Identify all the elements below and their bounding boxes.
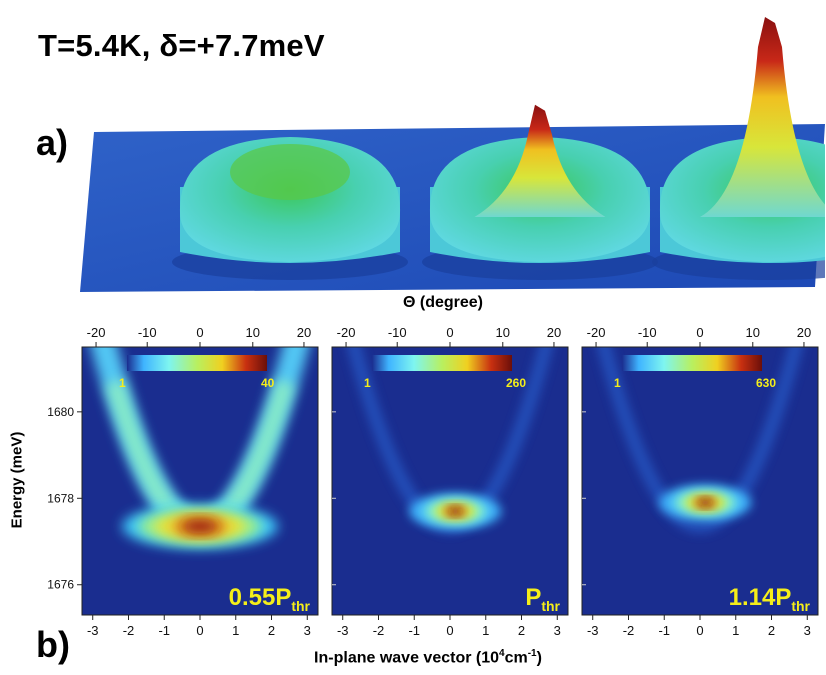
x-tick-label: 2 <box>768 623 775 638</box>
x-tick-label: 3 <box>804 623 811 638</box>
x-tick-label: 2 <box>268 623 275 638</box>
colorbar-min-label: 1 <box>364 376 371 390</box>
colorbar-min-label: 1 <box>614 376 621 390</box>
peak-blob-layer <box>698 498 713 507</box>
power-label: 1.14Pthr <box>729 584 811 614</box>
x-tick-label: -1 <box>658 623 670 638</box>
x-axis-title-end: ) <box>536 649 542 667</box>
figure-title: T=5.4K, δ=+7.7meV <box>38 28 325 63</box>
colorbar <box>372 355 512 371</box>
top-tick-label: 10 <box>246 325 260 340</box>
colorbar-min-label: 1 <box>119 376 126 390</box>
x-tick-label: 2 <box>518 623 525 638</box>
x-axis-title-mid: cm <box>504 649 528 667</box>
y-tick-label: 1676 <box>47 578 74 592</box>
colorbar-max-label: 260 <box>506 376 526 390</box>
top-tick-label: -10 <box>388 325 407 340</box>
x-axis-title: In-plane wave vector (104cm-1) <box>0 648 826 667</box>
x-tick-label: -3 <box>87 623 99 638</box>
surface-plots-strip <box>80 17 825 292</box>
power-label-sub: thr <box>791 598 810 614</box>
colorbar-max-label: 40 <box>261 376 275 390</box>
y-tick-label: 1680 <box>47 405 74 419</box>
colorbar <box>127 355 267 371</box>
x-tick-label: 0 <box>446 623 453 638</box>
dispersion-band <box>597 347 803 534</box>
colorbar-max-label: 630 <box>756 376 776 390</box>
x-tick-label: 1 <box>482 623 489 638</box>
peak-blob-layer <box>448 507 463 516</box>
top-tick-label: 20 <box>797 325 811 340</box>
x-tick-label: 3 <box>554 623 561 638</box>
surface-group <box>172 17 825 280</box>
x-tick-label: -3 <box>337 623 349 638</box>
top-tick-label: 0 <box>446 325 453 340</box>
surface-peak <box>474 104 606 217</box>
x-tick-label: -2 <box>123 623 135 638</box>
x-axis-title-sup2: -1 <box>527 648 537 659</box>
panel-label-b: b) <box>36 624 70 665</box>
top-tick-label: 20 <box>297 325 311 340</box>
power-label: Pthr <box>525 584 560 614</box>
top-tick-label: 10 <box>746 325 760 340</box>
surface-a-middle <box>422 104 658 280</box>
x-tick-label: 0 <box>196 623 203 638</box>
peak-blob-layer <box>182 519 218 534</box>
surface-a-right <box>652 17 825 280</box>
x-tick-label: -1 <box>158 623 170 638</box>
top-tick-label: 20 <box>547 325 561 340</box>
power-label-main: P <box>525 584 541 611</box>
power-label: 0.55Pthr <box>229 584 311 614</box>
colorbar <box>622 355 762 371</box>
power-label-main: 0.55P <box>229 584 292 611</box>
y-tick-label: 1678 <box>47 491 74 505</box>
x-tick-label: -2 <box>623 623 635 638</box>
x-tick-label: 1 <box>732 623 739 638</box>
top-tick-label: 10 <box>496 325 510 340</box>
top-tick-label: 0 <box>196 325 203 340</box>
x-tick-label: -1 <box>408 623 420 638</box>
x-tick-label: -3 <box>587 623 599 638</box>
top-axis-title: Θ (degree) <box>402 294 483 311</box>
x-axis-title-sup1: 4 <box>499 648 505 659</box>
x-tick-label: -2 <box>373 623 385 638</box>
top-tick-label: 0 <box>696 325 703 340</box>
top-tick-label: -20 <box>87 325 106 340</box>
surface-peak <box>700 17 825 217</box>
top-tick-label: -10 <box>138 325 157 340</box>
x-tick-label: 1 <box>232 623 239 638</box>
x-axis-title-main: In-plane wave vector (10 <box>314 649 500 667</box>
power-label-main: 1.14P <box>729 584 792 611</box>
top-tick-label: -20 <box>587 325 606 340</box>
x-tick-label: 3 <box>304 623 311 638</box>
surface-a-left <box>172 137 408 280</box>
top-tick-label: -20 <box>337 325 356 340</box>
top-tick-label: -10 <box>638 325 657 340</box>
heatmap-b-left: 1 400.55Pthr-3 -2 -1 0 1 2 3-20 -10 0 10 2016761678… <box>47 325 319 638</box>
power-label-sub: thr <box>291 598 310 614</box>
panel-label-a: a) <box>36 122 69 163</box>
power-label-sub: thr <box>541 598 560 614</box>
surface-peak <box>230 144 350 200</box>
x-tick-label: 0 <box>696 623 703 638</box>
